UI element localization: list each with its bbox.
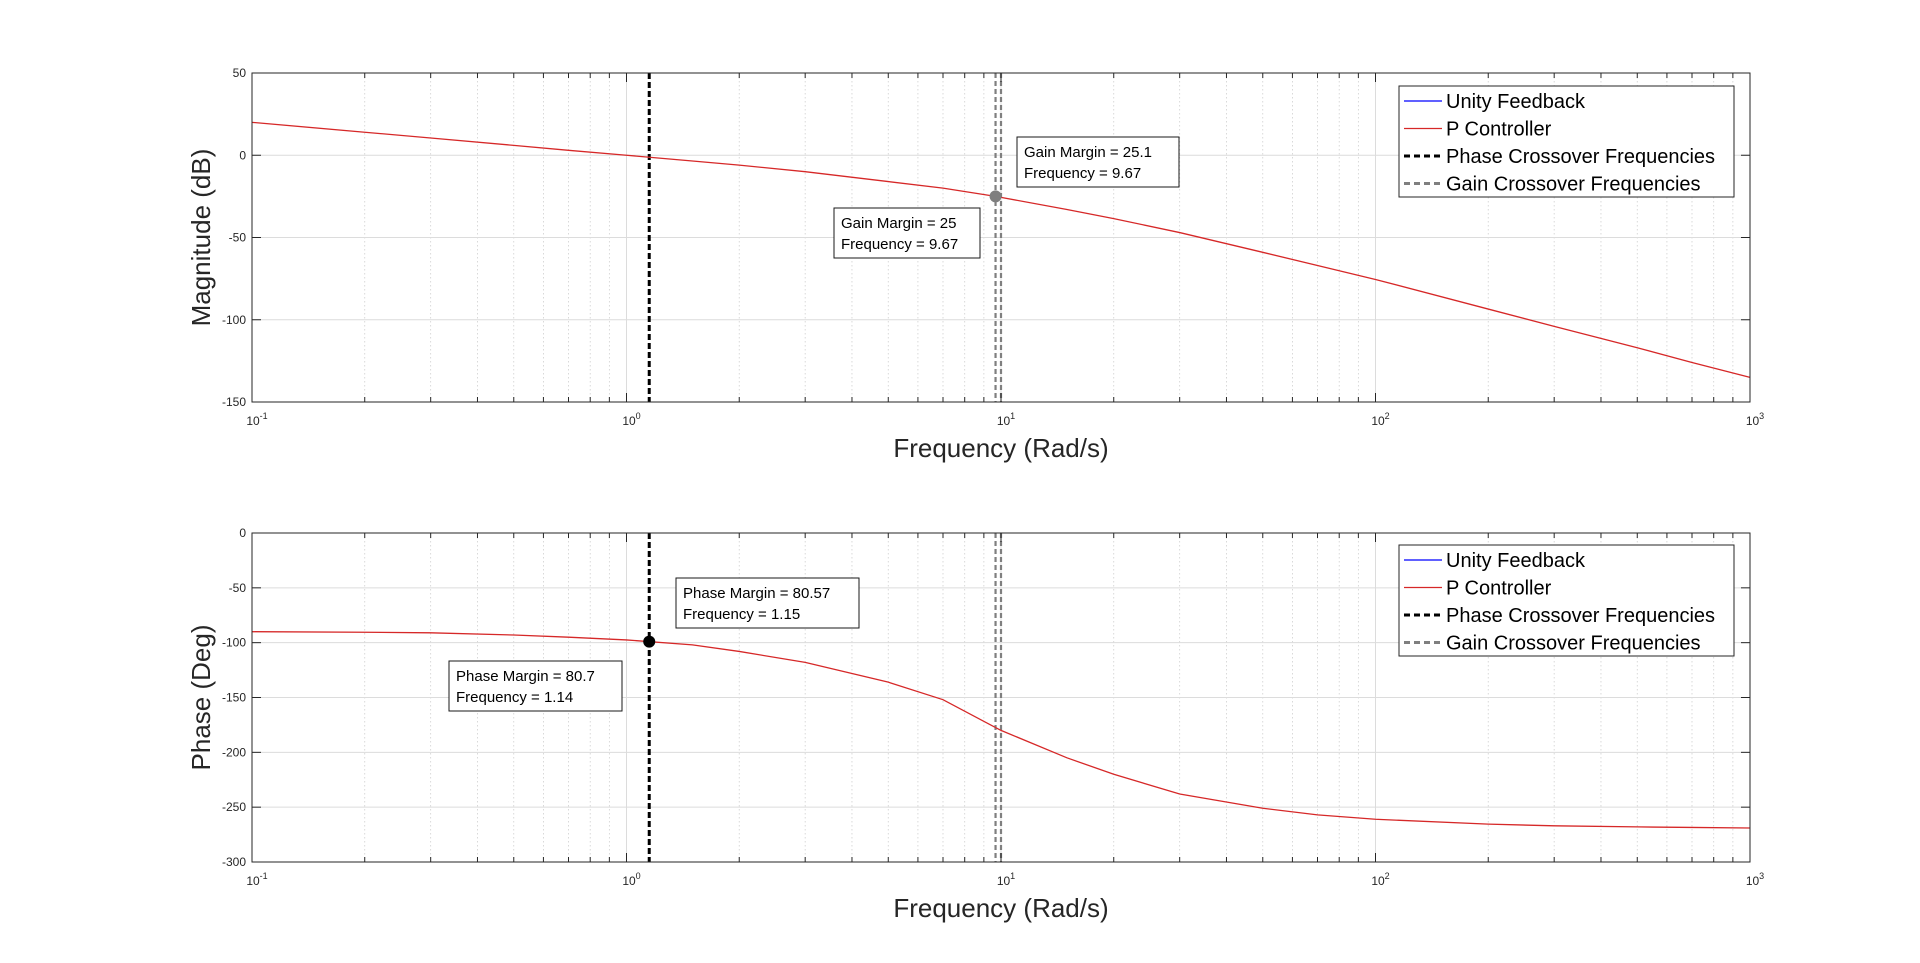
x-tick-label-exponent: 3 [1759,411,1764,421]
y-tick-label: -50 [229,231,247,245]
y-tick-label: -250 [222,800,246,814]
y-tick-label: 50 [233,66,247,80]
y-tick-label: -200 [222,745,246,759]
legend-entry: Unity Feedback [1446,91,1586,113]
gain-margin-datatip: Gain Margin = 25.1 Frequency = 9.67 [1016,136,1180,188]
legend-entry: P Controller [1446,578,1552,600]
legend-entry: Unity Feedback [1446,550,1586,572]
legend-box [1398,85,1735,198]
x-tick-label: 101 [997,411,1015,428]
x-tick-label-base: 10 [246,874,260,888]
datatip-text: Gain Margin = 25.1 [1024,144,1152,161]
datatip-text: Frequency = 9.67 [1024,165,1141,182]
datatip-text: Frequency = 1.15 [683,606,800,623]
legend: Unity Feedback P Controller Phase Crossove… [1398,85,1735,198]
x-tick-label-base: 10 [1371,414,1385,428]
x-tick-label: 103 [1746,411,1764,428]
x-tick-label-exponent: 0 [636,871,641,881]
x-tick-label: 102 [1371,411,1389,428]
y-tick-label: -100 [222,313,246,327]
legend-entry: Gain Crossover Frequencies [1446,633,1701,655]
datatip-text: Phase Margin = 80.57 [683,585,830,602]
tick-marks [251,72,1751,403]
x-tick-label-exponent: 1 [1010,871,1015,881]
x-tick-label-base: 10 [1371,874,1385,888]
x-tick-label: 102 [1371,871,1389,888]
phase-margin-marker [643,635,656,648]
x-tick-label-exponent: -1 [260,411,268,421]
x-tick-label: 103 [1746,871,1764,888]
y-axis-label: Magnitude (dB) [186,149,216,327]
y-tick-label: -100 [222,636,246,650]
legend-entry: P Controller [1446,119,1552,141]
y-axis-label: Phase (Deg) [186,625,216,771]
datatip-text: Gain Margin = 25 [841,215,956,232]
x-tick-label: 101 [997,871,1015,888]
x-axis-label: Frequency (Rad/s) [893,893,1108,923]
y-tick-label: 0 [239,526,246,540]
legend-entry: Gain Crossover Frequencies [1446,174,1701,196]
x-tick-label: 100 [622,411,640,428]
y-tick-label: 0 [239,148,246,162]
y-tick-label: -50 [229,581,247,595]
datatip-text: Frequency = 9.67 [841,236,958,253]
tick-marks [251,532,1751,863]
y-tick-label: -150 [222,395,246,409]
datatip-box [675,577,860,629]
phase-margin-datatip: Phase Margin = 80.57 Frequency = 1.15 [675,577,860,629]
gain-margin-datatip: Gain Margin = 25 Frequency = 9.67 [833,207,981,259]
datatip-box [833,207,981,259]
x-tick-label-base: 10 [997,874,1011,888]
datatip-box [448,660,623,712]
x-tick-label-exponent: 2 [1385,411,1390,421]
x-tick-label: 100 [622,871,640,888]
legend-entry: Phase Crossover Frequencies [1446,605,1715,627]
x-tick-label: 10-1 [246,871,267,888]
gain-margin-marker [989,190,1002,203]
legend: Unity Feedback P Controller Phase Crossove… [1398,544,1735,657]
x-tick-label-exponent: 1 [1010,411,1015,421]
x-tick-label: 10-1 [246,411,267,428]
x-axis-label: Frequency (Rad/s) [893,433,1108,463]
y-tick-label: -150 [222,691,246,705]
datatip-text: Phase Margin = 80.7 [456,668,595,685]
datatip-box [1016,136,1180,188]
phase-margin-datatip: Phase Margin = 80.7 Frequency = 1.14 [448,660,623,712]
x-tick-label-base: 10 [622,874,636,888]
series-line-p-controller [251,631,1751,829]
x-tick-label-exponent: -1 [260,871,268,881]
x-tick-label-base: 10 [246,414,260,428]
legend-box [1398,544,1735,657]
y-tick-label: -300 [222,855,246,869]
x-tick-label-exponent: 2 [1385,871,1390,881]
datatip-text: Frequency = 1.14 [456,689,573,706]
legend-entry: Phase Crossover Frequencies [1446,146,1715,168]
x-tick-label-base: 10 [622,414,636,428]
x-tick-label-exponent: 0 [636,411,641,421]
x-tick-label-base: 10 [997,414,1011,428]
x-tick-label-base: 10 [1746,414,1760,428]
x-tick-label-base: 10 [1746,874,1760,888]
x-tick-label-exponent: 3 [1759,871,1764,881]
